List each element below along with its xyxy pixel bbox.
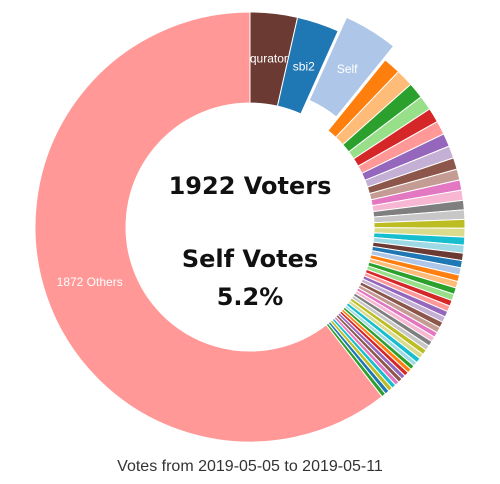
donut-chart: qurator sbi2 Self 1872 Others 1922 Voters S… [34,11,466,443]
slice-1872-others[interactable] [34,11,383,443]
self-votes-title: Self Votes [182,245,318,273]
date-range-caption: Votes from 2019-05-05 to 2019-05-11 [117,458,383,475]
slice-labels: qurator sbi2 Self 1872 Others [57,52,358,289]
slice-label-sbi2: sbi2 [293,59,315,73]
donut-slices [34,11,466,443]
slice-label-1872-others: 1872 Others [57,275,123,289]
slice-label-qurator: qurator [250,52,288,66]
slice-label-self: Self [337,62,358,76]
voters-count-label: 1922 Voters [169,172,332,200]
slice-sbi2[interactable] [276,16,339,115]
self-votes-percent: 5.2% [217,283,284,311]
slice-self[interactable] [308,16,395,118]
